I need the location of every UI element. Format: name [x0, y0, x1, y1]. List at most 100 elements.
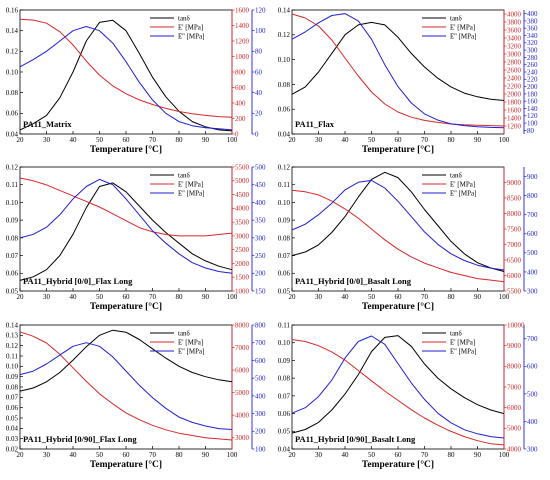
left-tick-label: 0.10 — [6, 68, 19, 76]
legend-label-2: E' [MPa] — [450, 181, 475, 189]
x-tick-label: 70 — [149, 136, 157, 144]
right-axis-2-tick-label: 900 — [527, 173, 538, 181]
legend-label-3: E'' [MPa] — [450, 190, 476, 198]
left-tick-label: 0.03 — [6, 435, 19, 443]
left-tick-label: 0.14 — [278, 6, 291, 14]
x-tick-label: 80 — [176, 293, 184, 301]
right-axis-2-tick-label: 500 — [255, 163, 266, 171]
right-axis-1-tick-label: 4000 — [507, 10, 522, 18]
series-line-2 — [19, 18, 233, 118]
right-axis-2-tick-label: 0 — [255, 130, 259, 138]
x-tick-label: 70 — [149, 451, 157, 459]
right-axis-2-tick-label: 350 — [255, 217, 266, 225]
x-tick-label: 100 — [227, 136, 238, 144]
x-tick-label: 100 — [227, 451, 238, 459]
right-axis-1-tick-label: 3600 — [507, 26, 522, 34]
right-axis-1-tick-label: 3500 — [235, 219, 250, 227]
x-tick-label: 40 — [342, 136, 350, 144]
series-line-1 — [291, 171, 505, 272]
x-tick-label: 50 — [96, 293, 104, 301]
x-axis-label: Temperature [°C] — [362, 459, 434, 470]
chart-panel-2: 20 30 40 50 60 70 80 90 100 Temperature [°C] 0.04 0… — [278, 6, 538, 155]
right-axis-1-tick-label: 8500 — [507, 194, 522, 202]
panel-title: PA11_Hybrid [0/90]_Flax Long — [23, 434, 137, 444]
x-tick-label: 100 — [499, 451, 510, 459]
right-axis-1-tick-label: 2200 — [507, 82, 522, 90]
series-line-3 — [291, 13, 505, 129]
right-axis-2-tick-label: 400 — [527, 10, 538, 18]
left-tick-label: 0.08 — [6, 89, 19, 97]
right-axis-2-tick-label: 80 — [255, 48, 263, 56]
right-axis-1-tick-label: 6000 — [235, 366, 250, 374]
right-axis-1-tick-label: 8000 — [507, 363, 522, 371]
x-tick-label: 70 — [421, 293, 429, 301]
series-line-1 — [19, 19, 233, 132]
right-axis-2-tick-label: 200 — [255, 270, 266, 278]
right-axis-1-tick-label: 7500 — [507, 225, 522, 233]
x-tick-label: 80 — [448, 136, 456, 144]
right-axis-1-tick-label: 0 — [235, 130, 239, 138]
right-axis-2-tick-label: 220 — [527, 76, 538, 84]
right-axis-1-tick-label: 7000 — [507, 241, 522, 249]
x-axis-label: Temperature [°C] — [90, 144, 162, 155]
legend-label-1: tanδ — [178, 172, 191, 180]
right-axis-1-tick-label: 2400 — [507, 74, 522, 82]
x-tick-label: 80 — [448, 451, 456, 459]
x-tick-label: 70 — [421, 451, 429, 459]
chart-panel-4: 20 30 40 50 60 70 80 90 100 Temperature [°C] 0.05 0… — [278, 163, 538, 312]
chart-panel-1: 20 30 40 50 60 70 80 90 100 Temperature [°C] 0.04 0… — [6, 6, 266, 155]
left-tick-label: 0.09 — [278, 357, 291, 365]
right-axis-2-tick-label: 200 — [527, 83, 538, 91]
right-axis-1-tick-label: 1200 — [507, 122, 522, 130]
right-axis-1-tick-label: 5000 — [507, 425, 522, 433]
right-axis-1-tick-label: 5500 — [507, 287, 522, 295]
right-axis-1-tick-label: 400 — [235, 99, 246, 107]
left-tick-label: 0.08 — [6, 383, 19, 391]
x-tick-label: 90 — [474, 451, 482, 459]
right-axis-2-tick-label: 700 — [527, 335, 538, 343]
left-tick-label: 0.04 — [278, 130, 291, 138]
right-axis-1-tick-label: 9000 — [507, 179, 522, 187]
legend-label-1: tanδ — [450, 330, 463, 338]
right-axis-2-tick-label: 40 — [255, 89, 263, 97]
x-tick-label: 60 — [123, 451, 131, 459]
x-tick-label: 20 — [17, 451, 25, 459]
x-tick-label: 50 — [368, 293, 376, 301]
right-axis-1-tick-label: 9000 — [507, 342, 522, 350]
legend-label-1: tanδ — [178, 15, 191, 23]
left-tick-label: 0.12 — [6, 48, 19, 56]
x-tick-label: 30 — [315, 293, 323, 301]
series-line-2 — [19, 177, 233, 237]
x-tick-label: 30 — [43, 451, 51, 459]
left-tick-label: 0.04 — [6, 130, 19, 138]
right-axis-2-tick-label: 140 — [527, 105, 538, 113]
x-tick-label: 60 — [395, 136, 403, 144]
right-axis-2-tick-label: 500 — [527, 249, 538, 257]
right-axis-1-tick-label: 2000 — [507, 90, 522, 98]
x-tick-label: 100 — [227, 293, 238, 301]
left-tick-label: 0.06 — [278, 410, 291, 418]
left-tick-label: 0.12 — [6, 163, 19, 171]
chart-panel-6: 20 30 40 50 60 70 80 90 100 Temperature [°C] 0.04 0… — [278, 321, 538, 470]
series-line-2 — [19, 331, 233, 441]
legend-label-2: E' [MPa] — [450, 339, 475, 347]
right-axis-1-tick-label: 4000 — [507, 445, 522, 453]
right-axis-2-tick-label: 200 — [255, 428, 266, 436]
left-tick-label: 0.13 — [6, 332, 19, 340]
legend-label-2: E' [MPa] — [178, 339, 203, 347]
right-axis-2-tick-label: 340 — [527, 32, 538, 40]
x-tick-label: 90 — [474, 136, 482, 144]
legend-label-2: E' [MPa] — [178, 24, 203, 32]
right-axis-1-tick-label: 3200 — [507, 42, 522, 50]
right-axis-1-tick-label: 3400 — [507, 34, 522, 42]
right-axis-2-tick-label: 800 — [255, 321, 266, 329]
right-axis-2-tick-label: 400 — [255, 199, 266, 207]
right-axis-1-tick-label: 3000 — [507, 50, 522, 58]
right-axis-2-tick-label: 20 — [255, 110, 263, 118]
x-tick-label: 50 — [96, 136, 104, 144]
right-axis-1-tick-label: 600 — [235, 84, 246, 92]
left-tick-label: 0.10 — [278, 199, 291, 207]
right-axis-2-tick-label: 600 — [527, 230, 538, 238]
right-axis-1-tick-label: 3000 — [235, 434, 250, 442]
